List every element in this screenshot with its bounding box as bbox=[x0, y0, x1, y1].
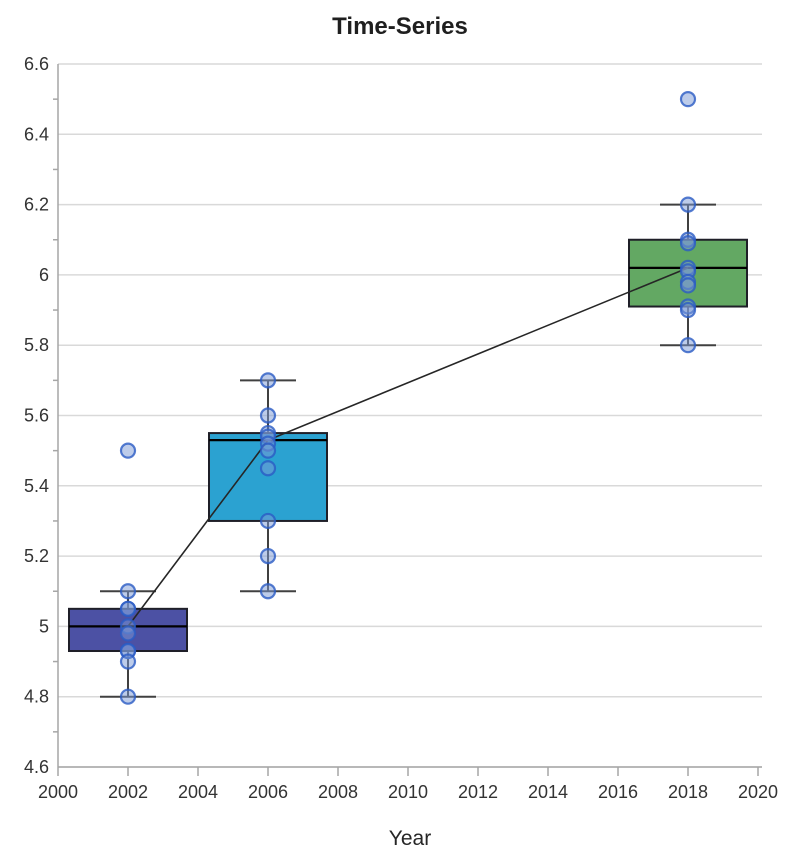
scatter-point bbox=[119, 625, 137, 642]
scatter-point bbox=[259, 583, 277, 600]
y-tick-label: 4.8 bbox=[24, 687, 49, 707]
scatter-point bbox=[679, 277, 697, 294]
scatter-point bbox=[119, 442, 137, 459]
x-axis-title: Year bbox=[389, 827, 431, 850]
y-tick-label: 6 bbox=[39, 265, 49, 285]
x-tick-label: 2004 bbox=[178, 782, 218, 802]
x-tick-label: 2000 bbox=[38, 782, 78, 802]
y-tick-label: 5 bbox=[39, 616, 49, 636]
scatter-point bbox=[119, 653, 137, 670]
scatter-point bbox=[119, 688, 137, 705]
chart-title: Time-Series bbox=[332, 13, 468, 40]
x-tick-label: 2008 bbox=[318, 782, 358, 802]
x-tick-label: 2010 bbox=[388, 782, 428, 802]
scatter-point bbox=[259, 547, 277, 565]
scatter-point bbox=[259, 512, 277, 530]
tick-labels-layer: 4.6 4.8 5 5.2 5.4 5.6 5.8 6 6.2 6.4 6.6 2000 2002 200… bbox=[24, 54, 778, 802]
scatter-point bbox=[259, 407, 277, 424]
boxes-layer bbox=[68, 203, 748, 698]
y-tick-label: 4.6 bbox=[24, 757, 49, 777]
x-tick-label: 2016 bbox=[598, 782, 638, 802]
scatter-point bbox=[679, 91, 697, 108]
scatter-point bbox=[679, 337, 697, 354]
scatter-point bbox=[679, 235, 697, 252]
scatter-point bbox=[119, 600, 137, 617]
x-tick-label: 2020 bbox=[738, 782, 778, 802]
scatter-point bbox=[679, 196, 697, 213]
scatter-points-layer bbox=[119, 91, 697, 705]
y-tick-label: 5.2 bbox=[24, 546, 49, 566]
scatter-point bbox=[259, 460, 277, 477]
x-tick-label: 2014 bbox=[528, 782, 568, 802]
gridlines-layer bbox=[58, 63, 762, 768]
scatter-point bbox=[679, 301, 697, 319]
scatter-point bbox=[119, 583, 137, 600]
axes-layer bbox=[53, 64, 762, 776]
x-tick-label: 2018 bbox=[668, 782, 708, 802]
x-tick-label: 2006 bbox=[248, 782, 288, 802]
y-tick-label: 5.6 bbox=[24, 406, 49, 426]
scatter-point bbox=[259, 442, 277, 459]
y-tick-label: 5.4 bbox=[24, 476, 49, 496]
x-tick-label: 2002 bbox=[108, 782, 148, 802]
y-tick-label: 5.8 bbox=[24, 335, 49, 355]
x-tick-label: 2012 bbox=[458, 782, 498, 802]
y-tick-label: 6.4 bbox=[24, 124, 49, 144]
y-tick-label: 6.2 bbox=[24, 195, 49, 215]
scatter-point bbox=[259, 372, 277, 389]
y-tick-label: 6.6 bbox=[24, 54, 49, 74]
